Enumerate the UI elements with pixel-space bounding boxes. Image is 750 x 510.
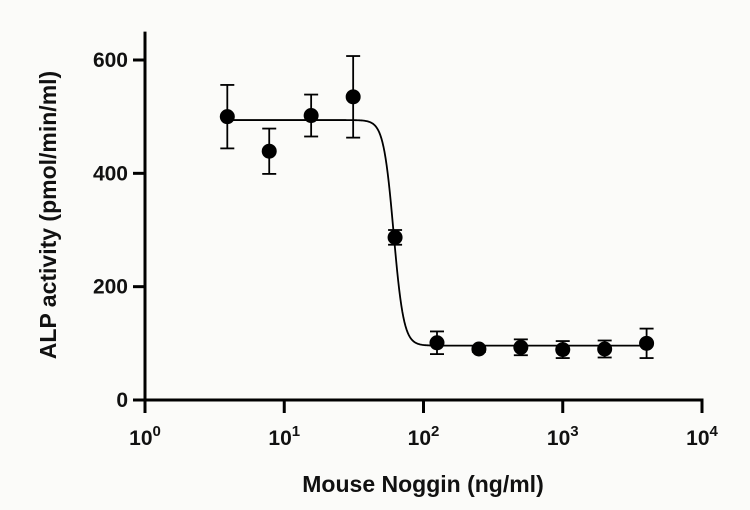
data-point-group [429, 330, 445, 356]
data-point [303, 108, 319, 124]
data-point [429, 335, 445, 351]
data-point [555, 342, 571, 358]
data-point-group [471, 341, 487, 357]
data-point-group [219, 84, 235, 150]
x-tick-label: 101 [268, 423, 300, 450]
data-point-group [513, 338, 529, 357]
y-axis-title: ALP activity (pmol/min/ml) [35, 71, 61, 359]
x-axis-title: Mouse Noggin (ng/ml) [302, 471, 543, 497]
y-tick-label: 0 [116, 389, 128, 412]
data-point [345, 89, 361, 105]
data-point-group [597, 339, 613, 359]
y-tick-label: 400 [93, 162, 128, 185]
data-point [261, 143, 277, 159]
data-point [387, 229, 403, 245]
y-tick-label: 200 [93, 276, 128, 299]
data-point-group [555, 340, 571, 359]
data-point-group [345, 55, 361, 139]
data-point [471, 341, 487, 357]
x-tick-label: 104 [686, 423, 718, 450]
x-tick-label: 102 [408, 423, 440, 450]
y-tick-label: 600 [93, 49, 128, 72]
data-point [513, 339, 529, 355]
data-point-group [387, 229, 403, 246]
fit-curve [227, 119, 647, 347]
x-tick-label: 100 [129, 423, 161, 450]
data-point-group [261, 127, 277, 175]
data-point [597, 341, 613, 357]
data-point-group [303, 93, 319, 138]
data-point [219, 109, 235, 125]
data-point [639, 335, 655, 351]
x-tick-label: 103 [547, 423, 579, 450]
data-point-group [639, 327, 655, 359]
